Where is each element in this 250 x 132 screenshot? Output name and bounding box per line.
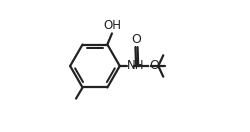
Text: NH: NH — [127, 59, 145, 72]
Text: OH: OH — [103, 19, 121, 32]
Text: O: O — [149, 59, 159, 72]
Text: O: O — [132, 33, 141, 46]
